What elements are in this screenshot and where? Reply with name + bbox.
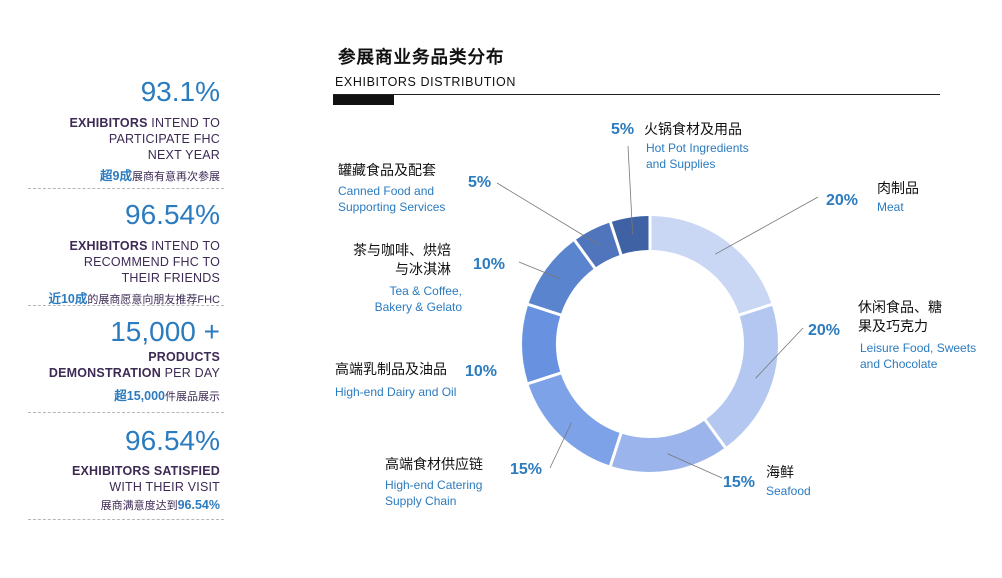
- stat-cn-note: 超15,000件展品展示: [114, 389, 220, 403]
- donut-slice: [528, 241, 594, 314]
- donut-slice: [611, 420, 725, 472]
- slice-label-en: Supply Chain: [385, 494, 456, 508]
- leader-line: [755, 327, 804, 379]
- leader-line: [496, 182, 600, 246]
- slice-label-en: Tea & Coffee,: [390, 284, 463, 298]
- slice-label-en: and Chocolate: [860, 357, 938, 371]
- stat-cn-note: 近10成的展商愿意向朋友推荐FHC: [48, 292, 220, 306]
- divider: [28, 412, 224, 413]
- slice-label-cn: 罐藏食品及配套: [338, 162, 436, 178]
- donut-slice: [528, 374, 620, 466]
- stat-block-1: 93.1% EXHIBITORS INTEND TO PARTICIPATE F…: [20, 78, 220, 184]
- stat-value: 96.54%: [125, 199, 220, 230]
- stat-description: EXHIBITORS INTEND TO PARTICIPATE FHC NEX…: [69, 116, 220, 162]
- stat-description: PRODUCTS DEMONSTRATION PER DAY: [48, 350, 220, 380]
- donut-slice: [575, 222, 620, 268]
- slice-label-en: Seafood: [766, 484, 811, 498]
- slice-percent-label: 5%: [468, 174, 491, 191]
- divider: [28, 305, 224, 306]
- slice-label-cn: 火锅食材及用品: [644, 121, 742, 137]
- slice-percent-label: 20%: [808, 322, 840, 339]
- stat-block-4: 96.54% EXHIBITORS SATISFIED WITH THEIR V…: [20, 427, 220, 513]
- slice-label-en: High-end Catering: [385, 478, 482, 492]
- chart-subtitle: EXHIBITORS DISTRIBUTION: [335, 75, 516, 89]
- slice-label-cn: 高端乳制品及油品: [335, 361, 447, 377]
- slice-label-en: Meat: [877, 200, 904, 214]
- slice-percent-label: 15%: [510, 461, 542, 478]
- slice-label-cn: 果及巧克力: [858, 318, 928, 334]
- stat-block-3: 15,000 + PRODUCTS DEMONSTRATION PER DAY …: [20, 318, 220, 404]
- stat-description: EXHIBITORS INTEND TO RECOMMEND FHC TO TH…: [69, 239, 220, 285]
- slice-label-cn: 海鲜: [766, 464, 794, 480]
- title-rule-accent: [333, 95, 394, 105]
- stat-description: EXHIBITORS SATISFIED WITH THEIR VISIT: [71, 464, 220, 494]
- divider: [28, 519, 224, 520]
- slice-label-cn: 与冰淇淋: [395, 261, 451, 277]
- leader-line: [667, 453, 723, 479]
- chart-title: 参展商业务品类分布: [338, 47, 505, 67]
- stat-cn-note: 超9成展商有意再次参展: [100, 169, 220, 183]
- donut-slice: [706, 305, 778, 447]
- slice-label-en: Canned Food and: [338, 184, 434, 198]
- slice-label-en: and Supplies: [646, 157, 715, 171]
- slice-label-en: Leisure Food, Sweets: [860, 341, 976, 355]
- leader-line: [549, 422, 572, 469]
- slice-label-cn: 茶与咖啡、烘焙: [353, 242, 451, 258]
- title-rule: [333, 94, 940, 95]
- slice-label-en: Bakery & Gelato: [375, 300, 463, 314]
- slice-label-cn: 休闲食品、糖: [858, 299, 942, 315]
- stat-value: 15,000 +: [110, 316, 220, 347]
- slice-percent-label: 15%: [723, 474, 755, 491]
- slice-label-en: High-end Dairy and Oil: [335, 385, 456, 399]
- donut-slice: [522, 305, 561, 383]
- slice-percent-label: 5%: [611, 121, 634, 138]
- stat-block-2: 96.54% EXHIBITORS INTEND TO RECOMMEND FH…: [20, 201, 220, 307]
- leader-line: [715, 196, 819, 255]
- slice-percent-label: 20%: [826, 192, 858, 209]
- slice-percent-label: 10%: [473, 256, 505, 273]
- stat-value: 93.1%: [140, 76, 220, 107]
- slice-percent-label: 10%: [465, 363, 497, 380]
- stat-value: 96.54%: [125, 425, 220, 456]
- stat-cn-note: 展商满意度达到96.54%: [100, 498, 220, 512]
- divider: [28, 188, 224, 189]
- donut-slice: [611, 216, 649, 255]
- leader-line: [518, 261, 561, 280]
- slice-label-cn: 高端食材供应链: [385, 456, 483, 472]
- donut-slice: [651, 216, 772, 314]
- slice-label-en: Hot Pot Ingredients: [646, 141, 749, 155]
- slice-label-cn: 肉制品: [877, 180, 919, 196]
- slice-label-en: Supporting Services: [338, 200, 445, 214]
- leader-line: [627, 145, 634, 235]
